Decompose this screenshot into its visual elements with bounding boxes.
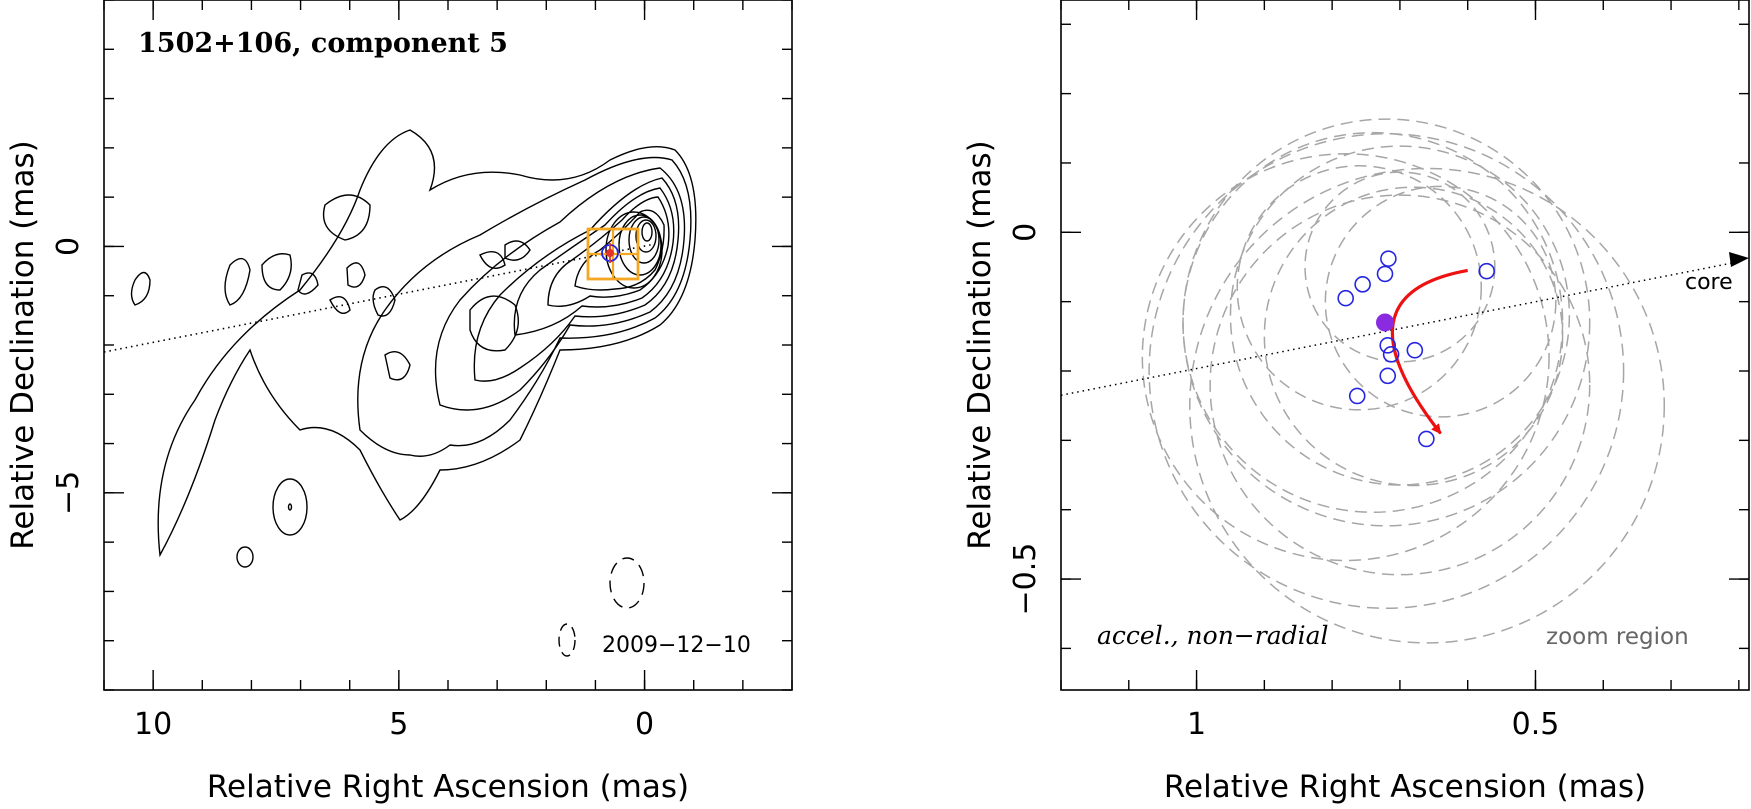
trajectory-arrow — [1390, 268, 1468, 435]
epoch-points — [1337, 250, 1495, 448]
epoch-point — [1354, 276, 1371, 293]
epoch-point — [1379, 337, 1397, 354]
contour-level-1 — [157, 129, 697, 558]
left-panel-title: 1502+106, component 5 — [138, 28, 508, 59]
y-tick-label: 0 — [51, 237, 86, 256]
left-y-axis-label: Relative Declination (mas) — [5, 140, 41, 550]
contour-island — [261, 253, 292, 291]
error-circle — [1209, 194, 1591, 576]
contour-island — [479, 251, 506, 269]
right-y-axis-label: Relative Declination (mas) — [962, 140, 998, 550]
epoch-point — [1478, 262, 1495, 280]
mean-position-marker — [1376, 313, 1395, 332]
contour-hole — [329, 296, 351, 314]
contour-level-5 — [513, 187, 675, 336]
jet-axis-line — [1061, 261, 1738, 397]
contour-level-7 — [574, 209, 665, 291]
contour-island — [322, 194, 371, 241]
error-circle — [1182, 131, 1564, 514]
left-axis-ticks: 10 5 0 0 −5 — [51, 0, 793, 742]
jet-axis-line — [104, 243, 656, 353]
epoch-point — [1348, 387, 1366, 405]
right-panel: 1 0.5 0 −0.5 core accel., non−radial zoom r… — [962, 0, 1750, 805]
contour-level-11 — [635, 219, 657, 253]
x-tick-label: 0.5 — [1512, 707, 1560, 742]
error-circle — [1324, 185, 1557, 418]
x-tick-label: 10 — [134, 707, 172, 742]
contour-hole — [372, 286, 396, 317]
core-label: core — [1685, 270, 1733, 295]
contour-island — [297, 272, 319, 295]
left-panel: 10 5 0 0 −5 1502+106, component 5 2009−12−10… — [5, 0, 793, 805]
error-circle — [1236, 165, 1483, 411]
y-tick-label: −5 — [51, 471, 86, 515]
x-tick-label: 0 — [635, 707, 654, 742]
error-circle — [1141, 153, 1550, 562]
core-arrow-icon — [1729, 252, 1749, 267]
error-circle — [1148, 133, 1625, 609]
left-plot-frame — [103, 0, 793, 691]
error-circles — [1141, 118, 1666, 644]
y-tick-label: 0 — [1008, 223, 1043, 242]
contour-island — [504, 240, 531, 261]
epoch-point — [1418, 430, 1435, 448]
epoch-point — [1379, 367, 1397, 385]
contour-island — [272, 478, 308, 536]
contour-hole — [469, 295, 519, 352]
epoch-point — [1406, 341, 1424, 359]
right-plot-frame — [1060, 0, 1750, 691]
contour-level-3 — [434, 167, 686, 411]
epoch-point — [1337, 289, 1354, 307]
contour-level-4 — [473, 177, 680, 382]
component-marker — [601, 243, 619, 263]
y-tick-label: −0.5 — [1008, 543, 1043, 616]
negative-contour — [558, 623, 576, 657]
contour-level-2 — [357, 156, 692, 457]
left-contour-map — [104, 129, 697, 657]
contour-island — [287, 503, 293, 511]
epoch-point — [1382, 346, 1400, 363]
error-circle — [1189, 167, 1666, 644]
right-axis-ticks: 1 0.5 0 −0.5 — [1008, 0, 1749, 742]
x-tick-label: 1 — [1187, 707, 1206, 742]
contour-island — [130, 271, 151, 306]
motion-type-label: accel., non−radial — [1097, 621, 1329, 650]
contour-hole — [384, 351, 411, 381]
left-x-axis-label: Relative Right Ascension (mas) — [207, 769, 689, 805]
x-tick-label: 5 — [389, 707, 408, 742]
contour-island — [224, 257, 251, 306]
epoch-point — [1376, 265, 1394, 283]
epoch-date-label: 2009−12−10 — [602, 633, 751, 658]
error-circle — [1229, 145, 1571, 486]
contour-island — [346, 262, 366, 288]
right-scatter-area — [1061, 118, 1738, 644]
error-circle — [1304, 171, 1496, 363]
contour-island — [236, 546, 254, 568]
zoom-region-label: zoom region — [1546, 624, 1689, 650]
right-x-axis-label: Relative Right Ascension (mas) — [1164, 769, 1646, 805]
contour-level-8 — [605, 211, 663, 289]
epoch-point — [1380, 250, 1397, 267]
contour-level-6 — [547, 196, 670, 308]
negative-contour — [609, 557, 645, 609]
contour-level-12 — [641, 222, 653, 242]
error-circle — [1263, 186, 1564, 487]
contour-level-9 — [618, 214, 662, 276]
contour-level-10 — [628, 216, 660, 264]
